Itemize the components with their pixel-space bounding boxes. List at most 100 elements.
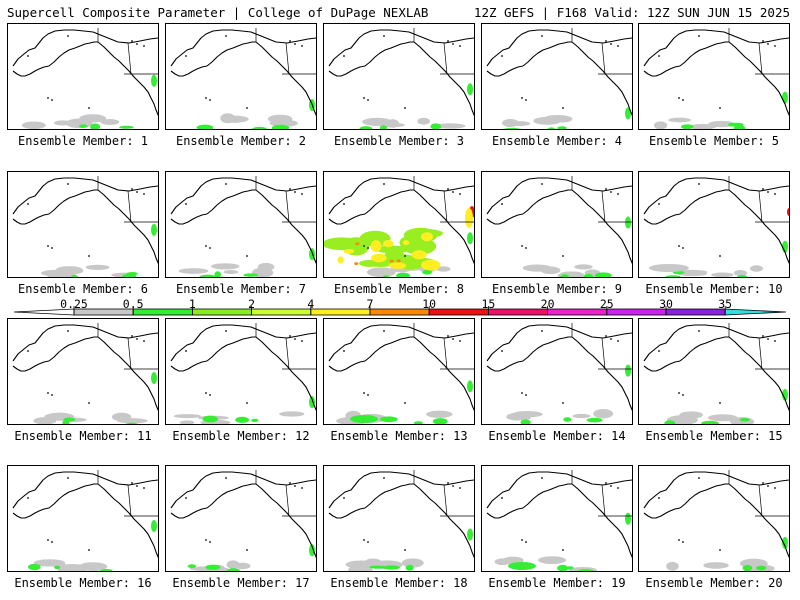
scp-yellow-area [370, 240, 382, 253]
scp-green-area [214, 271, 221, 277]
island [762, 40, 764, 42]
scp-yellow-area [388, 262, 407, 269]
island [682, 99, 684, 101]
coastline [206, 483, 256, 509]
scp-low-area [85, 264, 110, 270]
island [143, 487, 145, 489]
scp-green-area [664, 275, 682, 277]
coastline [413, 328, 474, 339]
colorbar-level-label: 30 [659, 297, 673, 311]
colorbar-level-label: 20 [540, 297, 555, 311]
coastline [486, 177, 573, 215]
scp-low-area [267, 114, 293, 124]
model-valid-time: 12Z GEFS | F168 Valid: 12Z SUN JUN 15 20… [473, 5, 790, 20]
coastline [413, 33, 474, 44]
scp-low-area [668, 117, 691, 123]
coastline [728, 328, 789, 339]
coastline [486, 324, 573, 362]
island [617, 193, 619, 195]
coastline [522, 336, 572, 362]
scp-low-area [111, 412, 132, 422]
island [363, 392, 365, 394]
scp-green-area [557, 126, 567, 129]
coastline [643, 65, 681, 77]
coastline [48, 483, 98, 509]
coastline [328, 29, 415, 67]
border-line [758, 337, 763, 370]
scp-green-area [701, 420, 719, 424]
island [452, 338, 454, 340]
coastline [12, 507, 50, 519]
island [363, 539, 365, 541]
island [301, 487, 303, 489]
member-map [12, 176, 158, 277]
member-label: Ensemble Member: 3 [333, 134, 465, 148]
island [289, 188, 291, 190]
scp-green-area [28, 563, 41, 571]
scp-low-area [508, 121, 531, 127]
island [698, 330, 700, 332]
member-map-panel [323, 23, 475, 130]
coastline [413, 336, 474, 412]
island [678, 97, 680, 99]
member-map-panel [7, 23, 159, 130]
border-line [285, 42, 290, 75]
island [301, 193, 303, 195]
scp-green-area [583, 273, 594, 277]
island [682, 247, 684, 249]
island [343, 497, 345, 499]
coastline [643, 177, 730, 215]
coastline [643, 324, 730, 362]
coastline [255, 181, 316, 192]
coastline [97, 336, 158, 412]
coastline [170, 324, 257, 362]
colorbar-level-label: 15 [481, 297, 496, 311]
coastline [97, 41, 158, 117]
island [246, 107, 248, 109]
scp-green-area [271, 124, 290, 129]
island [767, 191, 769, 193]
scp-green-area [54, 565, 61, 570]
scp-low-area [210, 263, 240, 270]
scp-low-area [537, 556, 567, 565]
island [452, 485, 454, 487]
island [47, 245, 49, 247]
island [185, 497, 187, 499]
coastline [328, 324, 415, 362]
island [301, 340, 303, 342]
border-line [127, 42, 132, 75]
border-line [443, 337, 448, 370]
island [617, 340, 619, 342]
island [67, 330, 69, 332]
scp-green-area [90, 123, 101, 129]
member-map-panel [7, 318, 159, 425]
coastline [571, 41, 632, 117]
island [658, 497, 660, 499]
scp-low-area [401, 558, 424, 568]
island [562, 107, 564, 109]
coastline [486, 65, 524, 77]
island [209, 247, 211, 249]
island [131, 335, 133, 337]
island [501, 203, 503, 205]
scp-green-area [350, 415, 378, 423]
island [774, 193, 776, 195]
member-map-panel [481, 318, 633, 425]
island [143, 340, 145, 342]
border-line [758, 42, 763, 75]
coastline [206, 41, 256, 67]
member-label: Ensemble Member: 16 [14, 576, 152, 590]
member-label: Ensemble Member: 19 [488, 576, 626, 590]
coastline [48, 41, 98, 67]
coastline [486, 213, 524, 225]
scp-green-area [625, 364, 631, 377]
coastline [728, 475, 789, 486]
scp-orange-area [355, 242, 360, 246]
island [143, 45, 145, 47]
island [225, 477, 227, 479]
member-map-panel [7, 465, 159, 572]
member-map [170, 176, 316, 277]
island [521, 97, 523, 99]
scp-low-area [65, 564, 87, 569]
island [88, 107, 90, 109]
